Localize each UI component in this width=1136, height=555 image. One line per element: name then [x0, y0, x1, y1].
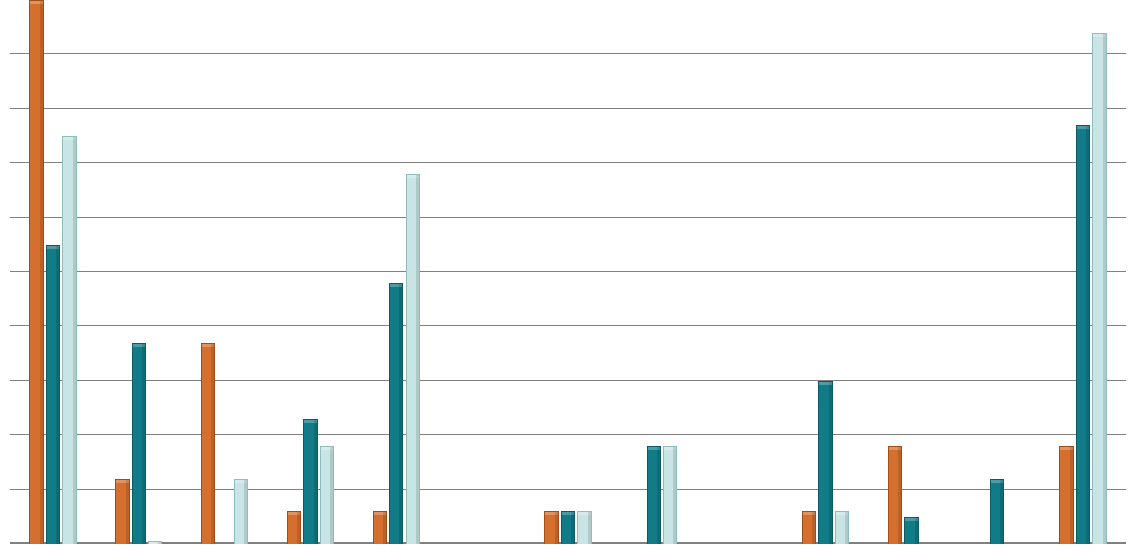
bar-series-b — [990, 479, 1004, 544]
bar — [544, 511, 558, 544]
bar-series-b — [1076, 125, 1090, 544]
bar-series-a — [29, 0, 43, 544]
bar-series-a — [373, 511, 387, 544]
bar-series-b — [647, 446, 661, 544]
bar — [1092, 33, 1106, 544]
gridline — [10, 53, 1126, 54]
bar-series-c — [62, 136, 76, 544]
bar — [29, 0, 43, 544]
bar-series-a — [544, 511, 558, 544]
bar — [389, 283, 403, 544]
bar — [577, 511, 591, 544]
gridline — [10, 489, 1126, 490]
bar-series-b — [132, 343, 146, 544]
bar-series-a — [115, 479, 129, 544]
bar — [234, 479, 248, 544]
bar-series-a — [287, 511, 301, 544]
bar-series-c — [406, 174, 420, 544]
bar-chart — [0, 0, 1136, 555]
bar — [818, 381, 832, 544]
bar-series-c — [234, 479, 248, 544]
bar — [888, 446, 902, 544]
bar — [287, 511, 301, 544]
bar — [201, 343, 215, 544]
bar — [1076, 125, 1090, 544]
gridline — [10, 108, 1126, 109]
bar — [373, 511, 387, 544]
bar-series-c — [663, 446, 677, 544]
bar — [406, 174, 420, 544]
bar — [46, 245, 60, 544]
bar-series-c — [320, 446, 334, 544]
bar-series-a — [888, 446, 902, 544]
bar — [148, 541, 162, 544]
gridline — [10, 380, 1126, 381]
bar-series-c — [148, 541, 162, 544]
bar — [904, 517, 918, 544]
bar-series-b — [389, 283, 403, 544]
gridline — [10, 271, 1126, 272]
bar — [990, 479, 1004, 544]
bar-series-b — [561, 511, 575, 544]
bar-series-a — [1059, 446, 1073, 544]
bar — [663, 446, 677, 544]
bar-series-c — [835, 511, 849, 544]
gridline — [10, 162, 1126, 163]
bar-series-b — [818, 381, 832, 544]
bar-series-c — [1092, 33, 1106, 544]
gridline — [10, 325, 1126, 326]
bar — [802, 511, 816, 544]
bar-series-a — [802, 511, 816, 544]
gridline — [10, 434, 1126, 435]
bar — [62, 136, 76, 544]
bar-series-b — [303, 419, 317, 544]
bar — [647, 446, 661, 544]
bar-series-b — [46, 245, 60, 544]
bar — [561, 511, 575, 544]
gridline — [10, 217, 1126, 218]
bar — [835, 511, 849, 544]
bar — [115, 479, 129, 544]
bar — [1059, 446, 1073, 544]
bar-series-c — [577, 511, 591, 544]
bar — [132, 343, 146, 544]
bar — [320, 446, 334, 544]
plot-area — [10, 0, 1126, 544]
bar — [303, 419, 317, 544]
bar-series-a — [201, 343, 215, 544]
bar-series-b — [904, 517, 918, 544]
